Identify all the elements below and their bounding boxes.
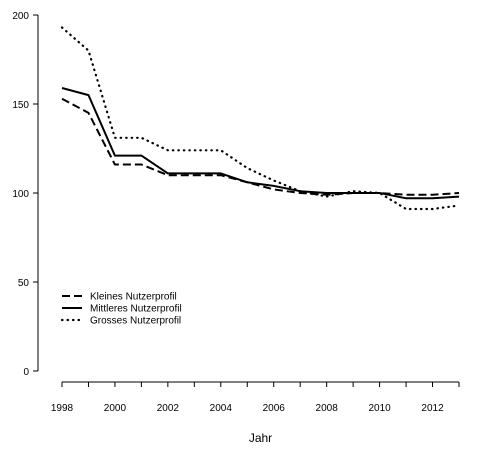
series-line-solid	[61, 87, 460, 200]
x-tick-label: 2000	[104, 403, 127, 414]
y-tick-label: 200	[12, 11, 29, 22]
legend-label: Kleines Nutzerprofil	[90, 292, 177, 303]
y-tick-label: 150	[12, 100, 29, 111]
x-tick-label: 2006	[263, 403, 286, 414]
legend-label: Grosses Nutzerprofil	[90, 316, 181, 327]
x-tick-label: 2004	[210, 403, 233, 414]
x-axis-title: Jahr	[249, 431, 272, 445]
x-tick-label: 2010	[368, 403, 391, 414]
y-axis-ticks: 0 50 100 150 200	[12, 11, 38, 378]
x-tick-label: 2002	[157, 403, 180, 414]
x-axis-ticks: 1998 2000 2002 2004 2006 2008 2010 2012	[51, 382, 460, 414]
series-line-dashed	[61, 97, 460, 196]
x-tick-label: 2012	[421, 403, 444, 414]
series-line-dotted	[60, 26, 461, 211]
y-tick-label: 50	[18, 278, 30, 289]
legend-label: Mittleres Nutzerprofil	[90, 304, 182, 315]
y-tick-label: 0	[23, 367, 29, 378]
x-tick-label: 2008	[316, 403, 339, 414]
series-group	[60, 26, 461, 211]
x-tick-label: 1998	[51, 403, 74, 414]
y-tick-label: 100	[12, 189, 29, 200]
